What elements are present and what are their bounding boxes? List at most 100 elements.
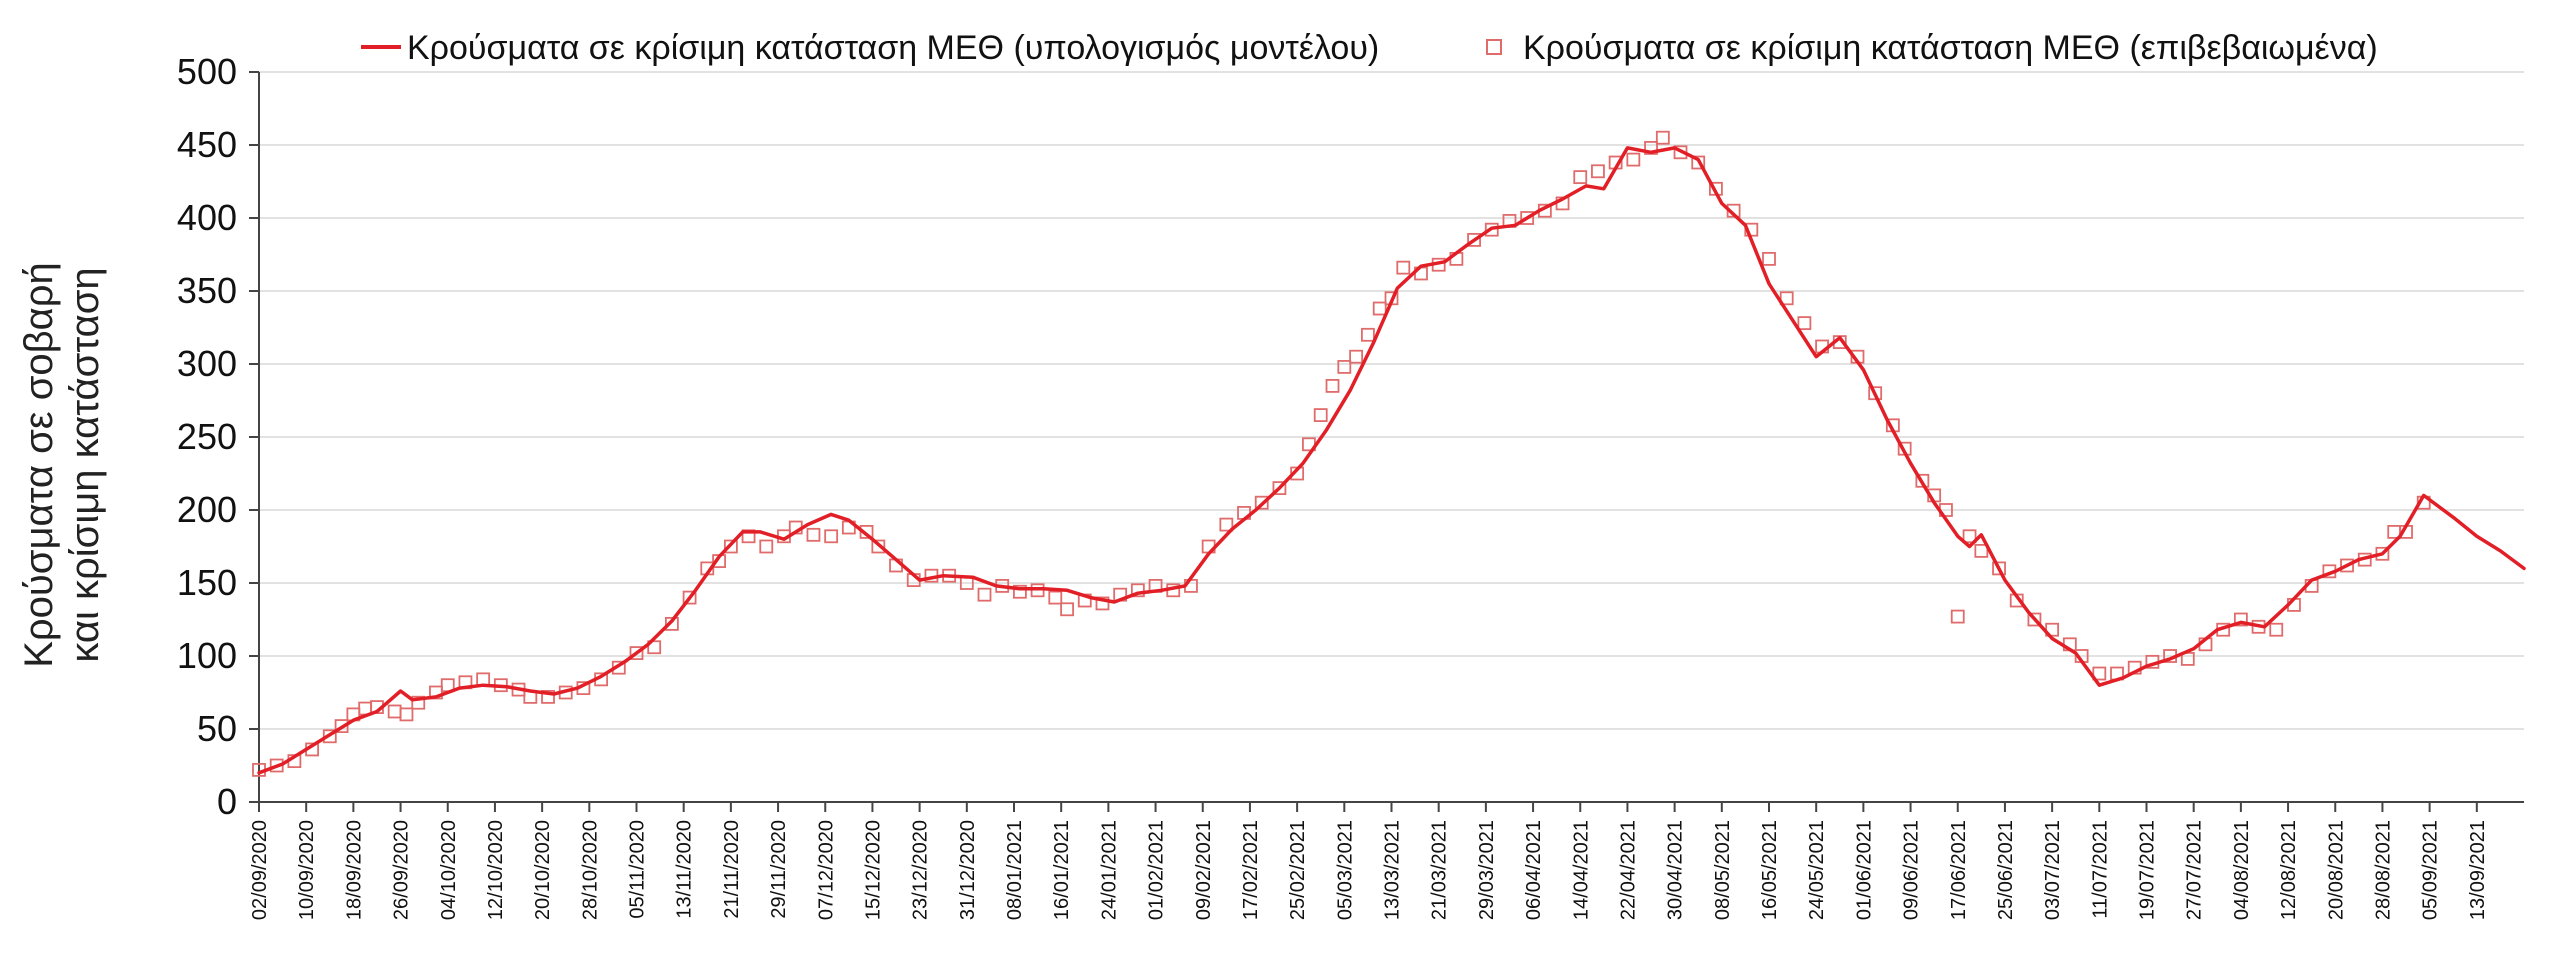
- x-tick-label: 19/07/2021: [2137, 820, 2159, 920]
- y-axis-title-line-1: Κρούσματα σε σοβαρή: [17, 262, 61, 668]
- x-tick-label: 09/06/2021: [1901, 820, 1923, 920]
- confirmed-point: [1130, 583, 1145, 598]
- confirmed-point: [1361, 327, 1375, 342]
- confirmed-point: [399, 707, 414, 722]
- series: [252, 130, 2526, 777]
- confirmed-point: [1992, 561, 2006, 576]
- confirmed-point: [1797, 316, 1812, 331]
- confirmed-point: [977, 587, 992, 602]
- x-tick-label: 12/10/2020: [485, 820, 507, 920]
- x-tick-label: 05/03/2021: [1334, 820, 1356, 920]
- confirmed-point: [1974, 543, 1989, 558]
- x-tick-label: 16/05/2021: [1759, 820, 1781, 920]
- y-tick-label: 300: [177, 343, 237, 384]
- confirmed-point: [322, 729, 337, 744]
- y-tick-label: 0: [217, 781, 237, 822]
- confirmed-point: [1868, 386, 1883, 401]
- confirmed-point: [1349, 349, 1364, 364]
- y-tick-label: 100: [177, 635, 237, 676]
- x-tick-label: 08/01/2021: [1004, 820, 1026, 920]
- x-tick-label: 08/05/2021: [1712, 820, 1734, 920]
- legend: Κρούσματα σε κρίσιμη κατάσταση ΜΕΘ (υπολ…: [361, 29, 2378, 67]
- x-tick-label: 05/11/2020: [627, 820, 649, 919]
- confirmed-point: [871, 539, 886, 554]
- confirmed-point: [806, 527, 821, 542]
- x-tick-label: 16/01/2021: [1051, 820, 1073, 920]
- y-tick-label: 450: [177, 124, 237, 165]
- confirmed-point: [1372, 301, 1387, 316]
- x-tick-label: 25/06/2021: [1995, 820, 2017, 920]
- confirmed-point: [1467, 232, 1481, 247]
- confirmed-point: [859, 525, 874, 539]
- confirmed-point: [1762, 251, 1776, 266]
- confirmed-point: [1950, 609, 1965, 624]
- x-tick-label: 01/06/2021: [1853, 820, 1875, 920]
- x-tick-label: 04/10/2020: [438, 820, 460, 920]
- x-tick-label: 01/02/2021: [1146, 820, 1168, 920]
- confirmed-point: [1012, 584, 1027, 599]
- x-tick-label: 29/03/2021: [1476, 820, 1498, 920]
- x-tick-label: 20/10/2020: [532, 820, 554, 920]
- x-tick-label: 11/07/2021: [2089, 820, 2111, 919]
- x-tick-label: 21/11/2020: [721, 820, 743, 919]
- y-tick-label: 200: [177, 489, 237, 530]
- y-tick-labels: 0 50 100 150 200 250 300 350 400 450 500: [177, 51, 237, 822]
- confirmed-point: [411, 695, 426, 710]
- confirmed-point: [664, 616, 679, 631]
- x-tick-label: 21/03/2021: [1429, 820, 1451, 920]
- y-tick-label: 50: [197, 708, 237, 749]
- x-tick-label: 24/01/2021: [1098, 820, 1120, 920]
- x-tick-label: 28/08/2021: [2372, 820, 2394, 920]
- x-tick-label: 18/09/2020: [343, 820, 365, 920]
- x-tick-label: 06/04/2021: [1523, 820, 1545, 920]
- confirmed-point: [1060, 602, 1074, 617]
- x-tick-label: 27/07/2021: [2184, 820, 2206, 920]
- legend-square-swatch: [1486, 39, 1502, 55]
- x-tick-label: 25/02/2021: [1287, 820, 1309, 920]
- confirmed-point: [1626, 152, 1641, 167]
- confirmed-point: [682, 590, 697, 605]
- x-tick-label: 14/04/2021: [1570, 820, 1592, 920]
- y-axis-title-line-2: και κρίσιμη κατάσταση: [63, 267, 107, 662]
- x-tick-label: 13/03/2021: [1382, 820, 1404, 920]
- x-tick-label: 24/05/2021: [1806, 820, 1828, 920]
- x-tick-label: 17/02/2021: [1240, 820, 1262, 920]
- x-tick-label: 29/11/2020: [768, 820, 790, 919]
- confirmed-point: [1591, 164, 1605, 179]
- confirmed-point: [1254, 495, 1269, 510]
- confirmed-point: [723, 539, 738, 554]
- confirmed-point: [1048, 590, 1063, 605]
- legend-label-model: Κρούσματα σε κρίσιμη κατάσταση ΜΕΘ (υπολ…: [407, 29, 1379, 67]
- confirmed-point: [1325, 378, 1340, 393]
- x-tick-label: 31/12/2020: [957, 820, 979, 920]
- confirmed-point: [1691, 155, 1706, 170]
- confirmed-point: [647, 640, 662, 655]
- confirmed-point: [1396, 260, 1411, 275]
- confirmed-point: [1337, 360, 1352, 374]
- confirmed-point: [387, 704, 402, 719]
- x-tick-label: 17/06/2021: [1948, 820, 1970, 920]
- y-tick-label: 500: [177, 51, 237, 92]
- confirmed-point: [1313, 408, 1328, 423]
- x-tick-label: 02/09/2020: [249, 820, 271, 920]
- confirmed-point: [2233, 612, 2248, 627]
- x-tick-label: 03/07/2021: [2042, 820, 2064, 920]
- x-tick-label: 12/08/2021: [2278, 820, 2300, 920]
- x-tick-label: 26/09/2020: [391, 820, 413, 920]
- y-tick-label: 150: [177, 562, 237, 603]
- model-series-line: [257, 146, 2526, 775]
- x-tick-label: 15/12/2020: [862, 820, 884, 920]
- confirmed-point: [1779, 291, 1794, 306]
- confirmed-point: [629, 646, 644, 660]
- x-tick-label: 04/08/2021: [2231, 820, 2253, 920]
- x-tick-label: 07/12/2020: [815, 820, 837, 920]
- x-tick-label: 22/04/2021: [1617, 820, 1639, 920]
- x-tick-label: 28/10/2020: [579, 820, 601, 920]
- confirmed-point: [2269, 622, 2284, 637]
- confirmed-point: [541, 689, 555, 704]
- y-tick-label: 400: [177, 197, 237, 238]
- legend-label-confirmed: Κρούσματα σε κρίσιμη κατάσταση ΜΕΘ (επιβ…: [1523, 29, 2378, 67]
- confirmed-point: [2092, 666, 2107, 681]
- confirmed-point: [1655, 130, 1670, 145]
